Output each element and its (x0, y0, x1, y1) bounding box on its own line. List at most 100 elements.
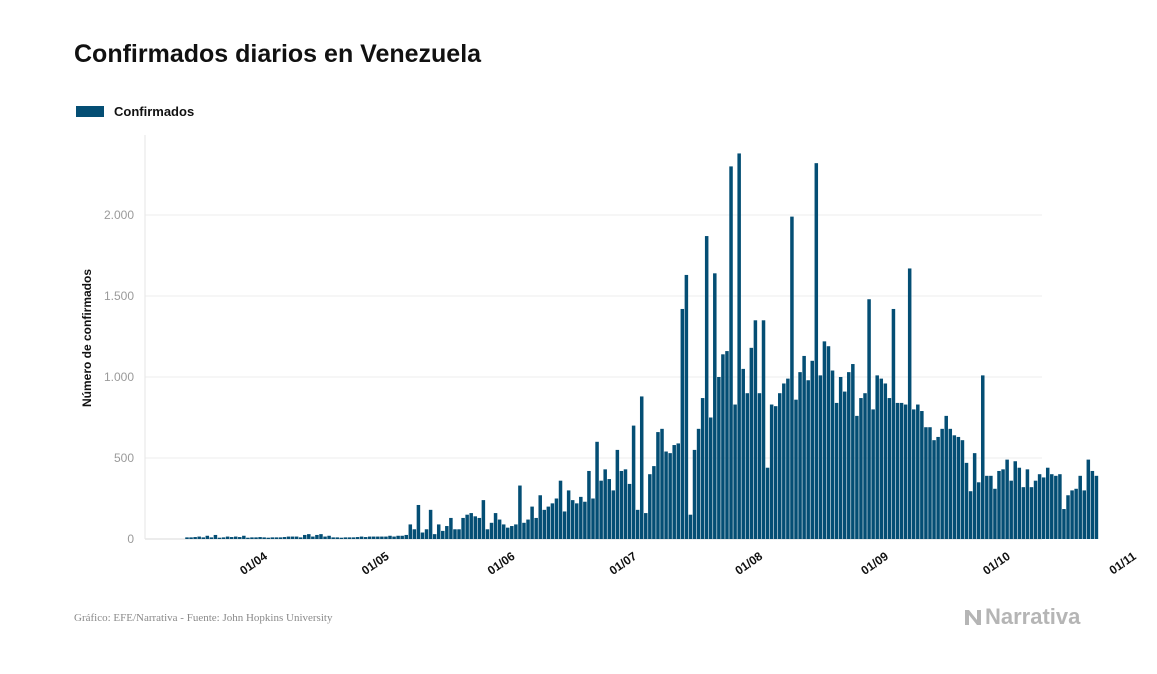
bar (445, 526, 449, 539)
legend-swatch (76, 106, 104, 117)
bar (1021, 487, 1026, 539)
bar (725, 351, 729, 539)
bar (745, 393, 750, 539)
bar (895, 402, 900, 539)
bar (932, 440, 936, 539)
bar (493, 513, 498, 539)
bar (639, 396, 644, 539)
bar (404, 534, 408, 539)
bar (907, 268, 912, 539)
bar (1066, 495, 1070, 539)
bar (566, 490, 571, 539)
x-tick-labels: 01/04 01/05 01/06 01/07 01/08 01/09 01/10 01/11 (237, 549, 1139, 578)
bar (229, 537, 234, 539)
bar (562, 511, 567, 539)
bar (343, 537, 348, 539)
bar (615, 449, 620, 539)
bar (997, 470, 1001, 539)
bar (595, 441, 599, 539)
bar (972, 453, 977, 539)
bar (847, 372, 851, 539)
bar (436, 524, 441, 539)
bar (294, 536, 299, 539)
bar (591, 498, 595, 539)
x-tick-label: 01/05 (359, 549, 392, 578)
bar (790, 216, 794, 539)
bar (717, 377, 721, 539)
bar (554, 498, 559, 539)
bar (871, 409, 875, 539)
x-tick-label: 01/11 (1107, 549, 1139, 577)
bar (347, 537, 352, 539)
y-axis-label: Número de confirmados (80, 269, 94, 407)
bar (903, 404, 908, 539)
bar (627, 483, 632, 539)
bar (782, 383, 786, 539)
bar (575, 503, 579, 539)
bar (778, 393, 782, 539)
bar (794, 399, 798, 539)
legend: Confirmados (76, 104, 194, 119)
bar (197, 536, 201, 539)
bar (623, 469, 628, 539)
x-tick-label: 01/09 (858, 549, 891, 578)
bar (733, 404, 737, 539)
bar (530, 506, 534, 539)
bar (684, 274, 689, 539)
bar (238, 537, 242, 539)
bar (741, 368, 745, 539)
bar (993, 488, 997, 539)
x-tick-label: 01/07 (607, 549, 640, 578)
bar (765, 467, 770, 539)
bar (469, 513, 473, 539)
bar (428, 509, 433, 539)
bar (855, 415, 859, 539)
bar (1050, 474, 1054, 539)
source-footer: Gráfico: EFE/Narrativa - Fuente: John Ho… (74, 612, 333, 624)
bar (400, 535, 404, 539)
bar (258, 537, 262, 539)
y-tick-labels: 0 500 1.000 1.500 2.000 (104, 208, 134, 546)
bar (899, 402, 904, 539)
bar (384, 536, 388, 539)
bar (485, 529, 490, 539)
bar (213, 534, 218, 539)
bar (266, 537, 270, 539)
bar (270, 537, 275, 539)
bar (1094, 475, 1099, 539)
bar (956, 436, 961, 539)
bar (1074, 488, 1078, 539)
bar (453, 529, 457, 539)
bar (380, 536, 384, 539)
bar (307, 534, 311, 539)
bar (635, 509, 640, 539)
bar (209, 537, 214, 539)
bar (842, 391, 847, 539)
bar (859, 398, 863, 539)
bar (676, 443, 681, 539)
bar (1005, 459, 1009, 539)
bar (290, 536, 295, 539)
bar (193, 537, 197, 539)
bar (489, 522, 494, 539)
bar (769, 404, 774, 539)
bar (700, 398, 705, 539)
bar (851, 364, 855, 539)
bar (298, 537, 303, 539)
bar (1070, 490, 1074, 539)
bar (1082, 490, 1087, 539)
bar (477, 517, 482, 539)
bar (680, 308, 685, 539)
bar (810, 360, 814, 539)
bar (315, 534, 319, 539)
bar (964, 462, 969, 539)
bar (205, 535, 210, 539)
bar (441, 530, 445, 539)
bar (648, 474, 652, 539)
bar (1086, 459, 1091, 539)
bar (660, 428, 664, 539)
bar (818, 375, 823, 539)
bar (335, 537, 339, 539)
bar (729, 166, 733, 539)
bar (664, 451, 668, 539)
